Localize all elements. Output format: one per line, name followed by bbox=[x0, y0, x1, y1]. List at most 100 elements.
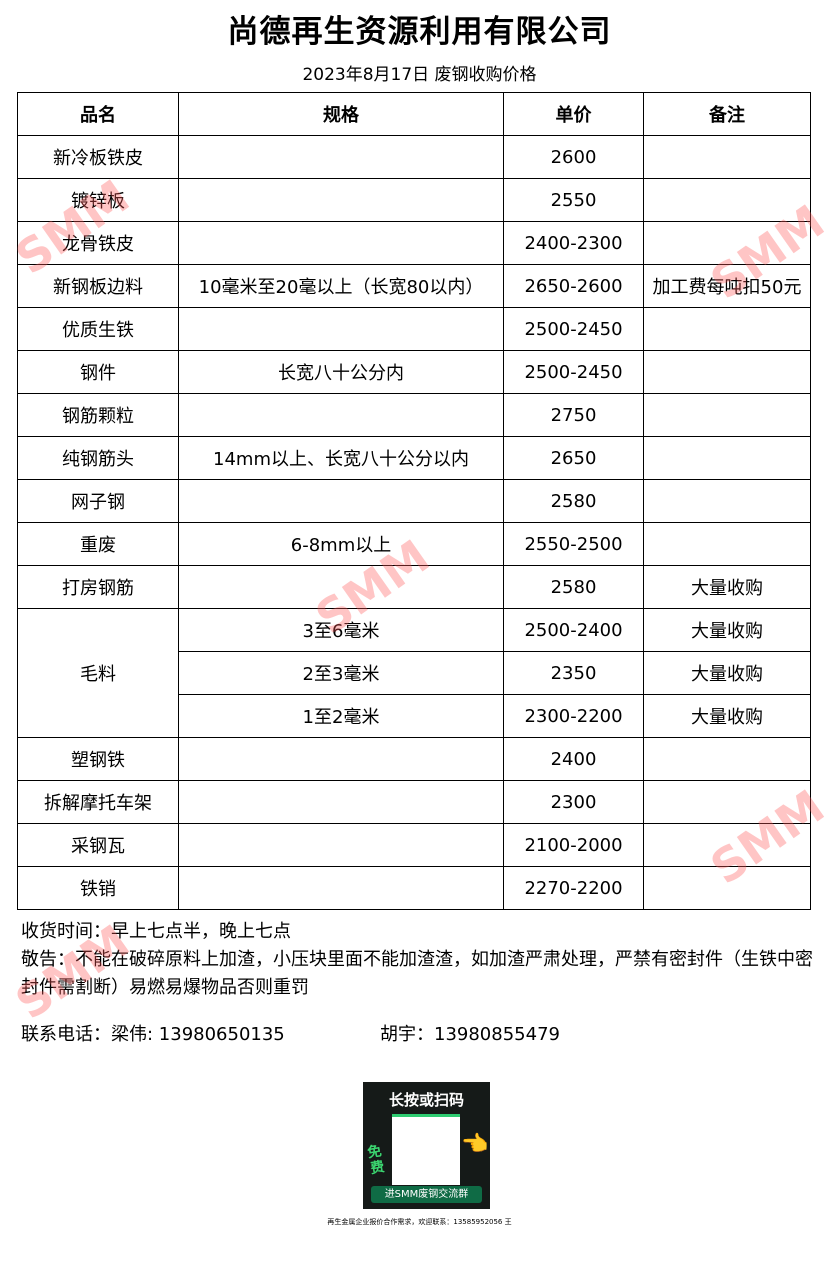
contact-phone-1: 联系电话：梁伟: 13980650135 bbox=[21, 1024, 285, 1045]
item-price: 2550 bbox=[503, 178, 644, 222]
item-spec: 长宽八十公分内 bbox=[178, 350, 504, 394]
item-note bbox=[643, 393, 811, 437]
item-note bbox=[643, 737, 811, 781]
item-note bbox=[643, 178, 811, 222]
item-price: 2300-2200 bbox=[503, 694, 644, 738]
item-spec: 2至3毫米 bbox=[178, 651, 504, 695]
item-note bbox=[643, 221, 811, 265]
date-subtitle: 2023年8月17日 废钢收购价格 bbox=[302, 65, 537, 85]
table-row: 采钢瓦 2100-2000 bbox=[17, 823, 811, 867]
item-price: 2500-2450 bbox=[503, 350, 644, 394]
item-price: 2270-2200 bbox=[503, 866, 644, 910]
item-note bbox=[643, 135, 811, 179]
item-name: 龙骨铁皮 bbox=[17, 221, 179, 265]
item-note bbox=[643, 780, 811, 824]
item-note bbox=[643, 436, 811, 480]
qr-code[interactable] bbox=[392, 1114, 460, 1185]
item-spec: 14mm以上、长宽八十公分以内 bbox=[178, 436, 504, 480]
item-price: 2600 bbox=[503, 135, 644, 179]
item-name: 镀锌板 bbox=[17, 178, 179, 222]
notes: 收货时间：早上七点半，晚上七点 敬告：不能在破碎原料上加渣，小压块里面不能加渣渣… bbox=[21, 918, 821, 1002]
item-spec bbox=[178, 565, 504, 609]
table-row: 优质生铁 2500-2450 bbox=[17, 307, 811, 351]
item-note bbox=[643, 307, 811, 351]
item-note: 大量收购 bbox=[643, 608, 811, 652]
table-row: 网子钢 2580 bbox=[17, 479, 811, 523]
item-price: 2100-2000 bbox=[503, 823, 644, 867]
footer-contact: 再生金属企业报价合作需求，欢迎联系：13585952056 王 bbox=[327, 1218, 512, 1226]
item-name: 铁销 bbox=[17, 866, 179, 910]
item-note: 大量收购 bbox=[643, 694, 811, 738]
table-row: 毛料 3至6毫米 2500-2400 大量收购 bbox=[17, 608, 811, 738]
item-price: 2550-2500 bbox=[503, 522, 644, 566]
item-price: 2300 bbox=[503, 780, 644, 824]
item-price: 2400 bbox=[503, 737, 644, 781]
item-name: 优质生铁 bbox=[17, 307, 179, 351]
item-spec bbox=[178, 307, 504, 351]
item-spec bbox=[178, 221, 504, 265]
item-spec bbox=[178, 823, 504, 867]
item-note: 加工费每吨扣50元 bbox=[643, 264, 811, 308]
table-row: 钢筋颗粒 2750 bbox=[17, 393, 811, 437]
price-table: 品名 规格 单价 备注 新冷板铁皮 2600 镀锌板 2550 龙骨铁皮 2400-2… bbox=[17, 92, 811, 910]
item-name: 网子钢 bbox=[17, 479, 179, 523]
item-name: 纯钢筋头 bbox=[17, 436, 179, 480]
item-spec bbox=[178, 780, 504, 824]
item-name: 打房钢筋 bbox=[17, 565, 179, 609]
join-group-button[interactable]: 进SMM废钢交流群 bbox=[371, 1186, 482, 1203]
column-header: 备注 bbox=[643, 92, 811, 136]
item-spec: 1至2毫米 bbox=[178, 694, 504, 738]
table-row: 钢件 长宽八十公分内 2500-2450 bbox=[17, 350, 811, 394]
item-price: 2580 bbox=[503, 479, 644, 523]
item-name: 重废 bbox=[17, 522, 179, 566]
item-name: 塑钢铁 bbox=[17, 737, 179, 781]
table-row: 龙骨铁皮 2400-2300 bbox=[17, 221, 811, 265]
qr-heading: 长按或扫码 bbox=[388, 1091, 464, 1109]
item-name: 钢件 bbox=[17, 350, 179, 394]
contact-phone-2: 胡宇：13980855479 bbox=[380, 1024, 560, 1045]
item-note bbox=[643, 522, 811, 566]
item-spec bbox=[178, 866, 504, 910]
table-row: 铁销 2270-2200 bbox=[17, 866, 811, 910]
column-header: 单价 bbox=[503, 92, 644, 136]
table-row: 打房钢筋 2580 大量收购 bbox=[17, 565, 811, 609]
item-price: 2580 bbox=[503, 565, 644, 609]
item-spec: 3至6毫米 bbox=[178, 608, 504, 652]
pointing-hand-icon: 👈 bbox=[461, 1132, 489, 1157]
table-row: 镀锌板 2550 bbox=[17, 178, 811, 222]
item-price: 2400-2300 bbox=[503, 221, 644, 265]
item-note: 大量收购 bbox=[643, 651, 811, 695]
item-name: 钢筋颗粒 bbox=[17, 393, 179, 437]
qr-code-banner[interactable]: 长按或扫码 免费 👈 进SMM废钢交流群 bbox=[363, 1082, 490, 1209]
item-note bbox=[643, 479, 811, 523]
item-spec: 6-8mm以上 bbox=[178, 522, 504, 566]
item-spec bbox=[178, 393, 504, 437]
item-spec bbox=[178, 737, 504, 781]
item-note bbox=[643, 866, 811, 910]
item-note bbox=[643, 350, 811, 394]
table-row: 新冷板铁皮 2600 bbox=[17, 135, 811, 179]
table-row: 2至3毫米 2350 大量收购 bbox=[18, 651, 811, 695]
free-badge: 免费 bbox=[366, 1143, 386, 1178]
table-row: 纯钢筋头 14mm以上、长宽八十公分以内 2650 bbox=[17, 436, 811, 480]
warning-text: 敬告：不能在破碎原料上加渣，小压块里面不能加渣渣，如加渣严肃处理，严禁有密封件（… bbox=[21, 949, 813, 998]
column-header: 品名 bbox=[17, 92, 179, 136]
item-price: 2500-2450 bbox=[503, 307, 644, 351]
column-header: 规格 bbox=[178, 92, 504, 136]
item-spec bbox=[178, 178, 504, 222]
item-price: 2650 bbox=[503, 436, 644, 480]
item-name: 采钢瓦 bbox=[17, 823, 179, 867]
item-price: 2500-2400 bbox=[503, 608, 644, 652]
table-row: 重废 6-8mm以上 2550-2500 bbox=[17, 522, 811, 566]
table-row: 新钢板边料 10毫米至20毫以上（长宽80以内） 2650-2600 加工费每吨… bbox=[17, 264, 811, 308]
table-row: 拆解摩托车架 2300 bbox=[17, 780, 811, 824]
item-name: 毛料 bbox=[17, 608, 179, 738]
item-note bbox=[643, 823, 811, 867]
item-name: 新钢板边料 bbox=[17, 264, 179, 308]
item-price: 2750 bbox=[503, 393, 644, 437]
receiving-hours: 收货时间：早上七点半，晚上七点 bbox=[21, 921, 291, 942]
company-title: 尚德再生资源利用有限公司 bbox=[227, 14, 612, 50]
table-row: 1至2毫米 2300-2200 大量收购 bbox=[18, 694, 811, 738]
item-note: 大量收购 bbox=[643, 565, 811, 609]
